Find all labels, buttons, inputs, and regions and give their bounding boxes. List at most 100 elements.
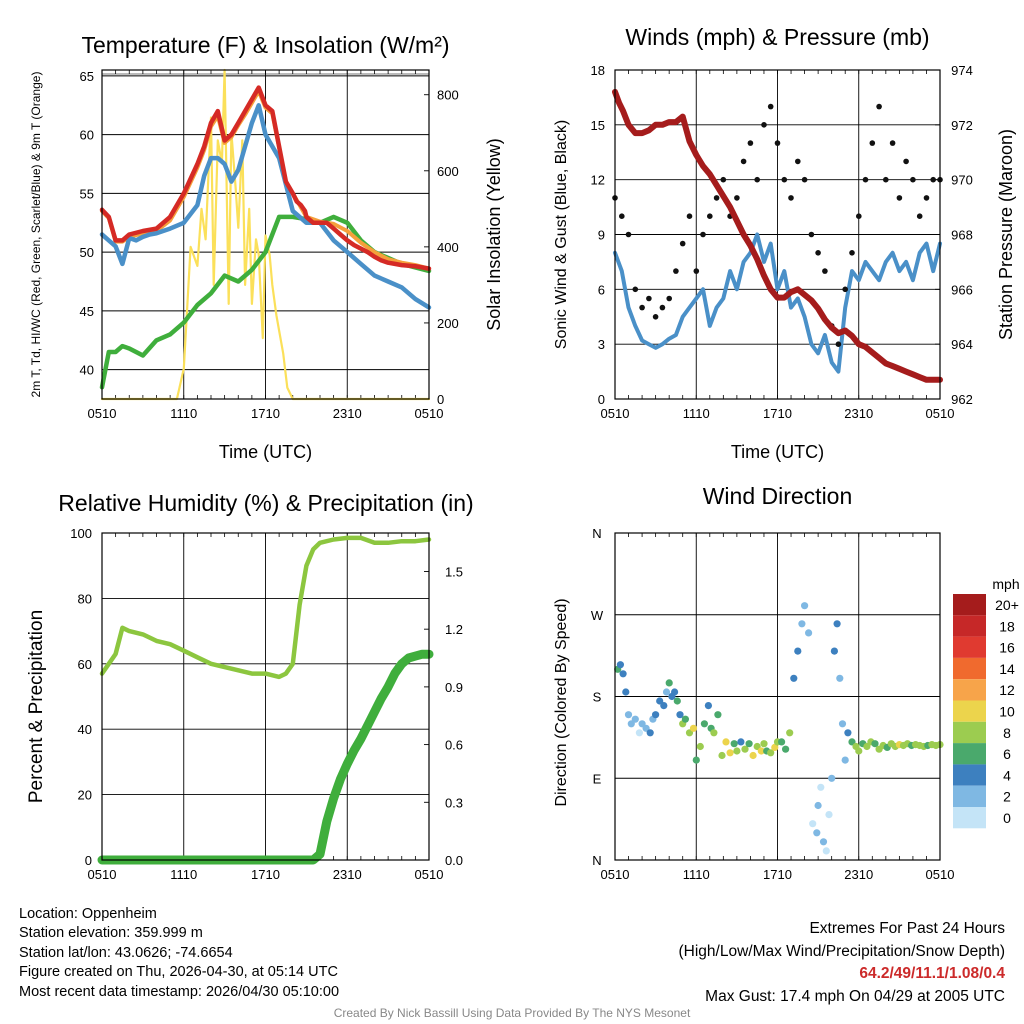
y2-tick-label: 964	[951, 337, 973, 352]
gust-point	[916, 213, 923, 219]
temperature-chart: 40 45 50 55 60 65 0 200 400 600 800 0510 1110 1710 231…	[29, 32, 504, 462]
y-tick-label: 100	[70, 526, 92, 541]
gust-point	[889, 140, 896, 146]
direction-point	[616, 661, 625, 669]
y-tick-label: E	[593, 771, 602, 786]
y2-tick-label: 0.3	[445, 795, 463, 810]
y-tick-label: N	[592, 853, 601, 868]
direction-point	[814, 801, 822, 810]
y2-tick-label: 0.9	[445, 680, 463, 695]
x-tick-label: 1110	[683, 406, 710, 421]
direction-point	[631, 715, 639, 723]
direction-point	[825, 811, 833, 819]
legend-label: 6	[1003, 746, 1011, 762]
legend-swatch	[953, 807, 986, 829]
y2-tick-label: 968	[951, 228, 973, 243]
y-tick-label: 18	[591, 63, 605, 78]
x-tick-label: 1710	[763, 867, 792, 882]
legend-swatch	[953, 657, 986, 680]
direction-point	[624, 711, 633, 719]
direction-point	[704, 702, 713, 710]
humidity-title: Relative Humidity (%) & Precipitation (i…	[58, 490, 473, 516]
direction-point	[833, 620, 841, 628]
legend-swatch	[953, 785, 986, 807]
direction-point	[673, 697, 681, 705]
direction-point	[665, 679, 673, 687]
temperature-ylabel: 2m T, Td, HI/WC (Red, Green, Scarlet/Blu…	[29, 72, 43, 398]
direction-point	[813, 829, 821, 837]
station-latlon: Station lat/lon: 43.0626; -74.6654	[19, 944, 233, 961]
direction-point	[794, 647, 802, 655]
x-tick-label: 2310	[844, 867, 873, 882]
humidity-ylabel: Percent & Precipitation	[26, 610, 47, 803]
station-elevation: Station elevation: 359.999 m	[19, 925, 203, 942]
direction-point	[767, 749, 775, 757]
y-tick-label: 60	[78, 657, 92, 672]
direction-point	[844, 729, 852, 737]
gust-point	[713, 195, 720, 201]
gust-point	[930, 176, 936, 183]
y-tick-label: 55	[80, 186, 94, 201]
x-tick-label: 2310	[333, 406, 362, 421]
credit-line: Created By Nick Bassill Using Data Provi…	[333, 1006, 691, 1020]
gust-point	[774, 140, 781, 146]
y-tick-label: 45	[80, 304, 94, 319]
y-tick-label: 12	[591, 173, 605, 188]
direction-point	[801, 602, 809, 610]
y-tick-label: 20	[78, 788, 92, 803]
legend-label: 14	[999, 661, 1015, 677]
y-tick-label: 9	[598, 228, 605, 243]
extremes-title: Extremes For Past 24 Hours	[809, 920, 1005, 937]
gust-point	[822, 268, 828, 274]
direction-point	[830, 647, 839, 655]
direction-point	[836, 674, 844, 682]
y-tick-label: W	[591, 608, 604, 623]
y-tick-label: 60	[80, 128, 94, 143]
wind-line	[613, 232, 942, 374]
direction-point	[790, 674, 798, 682]
gust-point	[619, 213, 625, 219]
series-line	[99, 85, 432, 271]
legend-swatch	[953, 636, 986, 658]
legend-swatch	[953, 679, 986, 701]
y-tick-label: S	[593, 690, 602, 705]
gust-point	[652, 314, 659, 320]
direction-point	[817, 783, 825, 791]
y-tick-label: 0	[85, 853, 92, 868]
y2-tick-label: 1.5	[445, 564, 463, 579]
gust-point	[808, 231, 815, 238]
direction-point	[749, 751, 757, 760]
gust-point	[795, 158, 801, 165]
gust-point	[673, 268, 679, 274]
humidity-chart: 0 20 40 60 80 100 0.0 0.3 0.6 0.9 1.2 1.5 0510 1110 17…	[26, 490, 474, 882]
gust-point	[869, 140, 876, 146]
legend-label: 10	[999, 704, 1015, 720]
gust-point	[761, 122, 767, 128]
x-tick-label: 0510	[88, 406, 117, 421]
humidity-line	[99, 535, 432, 680]
gust-point	[747, 140, 754, 146]
y2-tick-label: 970	[951, 173, 973, 188]
direction-point	[745, 740, 753, 748]
y-tick-label: N	[592, 526, 601, 541]
legend-swatch	[953, 764, 986, 786]
gust-point	[910, 176, 916, 183]
direction-point	[771, 743, 779, 752]
gust-point	[625, 231, 632, 238]
gust-point	[842, 286, 848, 293]
direction-point	[676, 711, 684, 719]
y-tick-label: 50	[80, 245, 94, 260]
gust-point	[801, 176, 808, 183]
y2-tick-label: 200	[437, 316, 459, 331]
x-tick-label: 1710	[251, 406, 280, 421]
x-tick-label: 0510	[601, 867, 630, 882]
x-tick-label: 0510	[415, 406, 444, 421]
gust-point	[788, 195, 794, 201]
direction-point	[737, 738, 745, 746]
gust-point	[686, 213, 693, 219]
direction-point	[798, 620, 806, 628]
direction-point	[809, 820, 817, 828]
direction-point	[681, 715, 690, 723]
gust-point	[659, 304, 666, 311]
